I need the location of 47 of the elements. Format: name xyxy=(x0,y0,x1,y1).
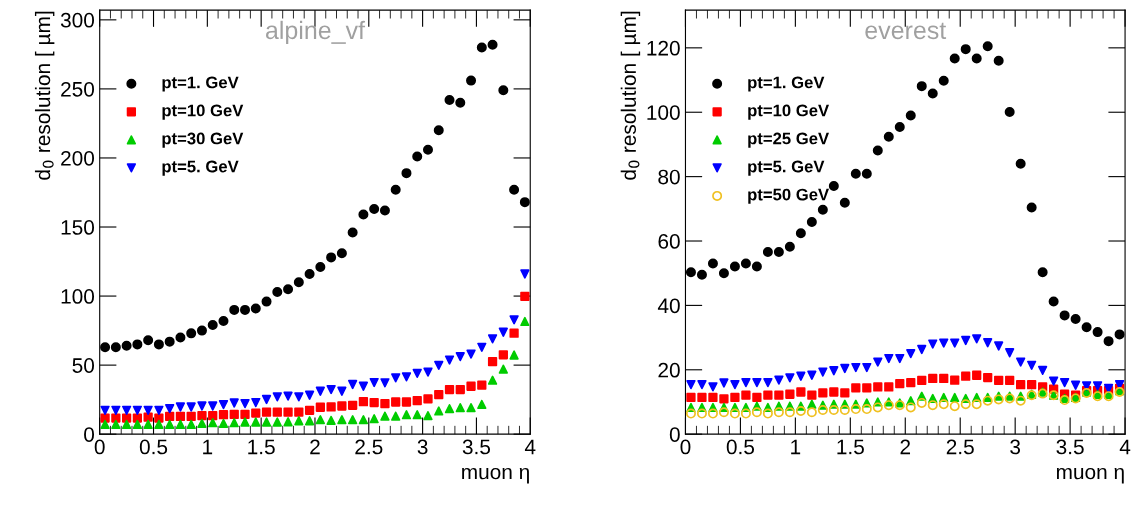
y-tick-label: 300 xyxy=(60,12,95,28)
legend-label: pt=1. GeV xyxy=(748,76,825,92)
y-tick-label: 100 xyxy=(61,289,95,304)
y-axis-title: d$_{0}$ resolution [ µm] xyxy=(620,11,641,180)
x-tick-label: 0.5 xyxy=(726,439,755,455)
x-tick-label: 1.5 xyxy=(248,439,275,455)
legend-label: pt=5. GeV xyxy=(162,160,239,176)
y-tick-label: 120 xyxy=(647,40,680,56)
y-tick-label: 100 xyxy=(647,105,680,120)
legend-label: pt=10 GeV xyxy=(748,104,829,120)
legend-label: pt=50 GeV xyxy=(748,188,829,204)
x-tick-label: 3.5 xyxy=(1056,439,1084,455)
x-axis-title: muon η xyxy=(1056,467,1124,484)
y-tick-label: 200 xyxy=(61,150,95,166)
y-tick-label: 250 xyxy=(61,81,95,97)
chart-title: everest xyxy=(865,22,947,40)
y-tick-label: 80 xyxy=(658,169,680,185)
x-tick-label: 0 xyxy=(680,439,691,455)
x-tick-label: 3.5 xyxy=(462,439,491,455)
y-tick-label: 0 xyxy=(669,427,680,442)
y-tick-label: 40 xyxy=(657,298,680,314)
y-tick-label: 60 xyxy=(658,234,680,249)
x-tick-label: 0.5 xyxy=(139,439,168,455)
x-tick-label: 2 xyxy=(310,439,320,455)
x-tick-label: 3 xyxy=(1010,439,1021,455)
x-tick-label: 4 xyxy=(1119,439,1131,455)
y-axis-title: d$_{0}$ resolution [ µm] xyxy=(34,11,55,180)
x-tick-label: 3 xyxy=(417,439,428,455)
y-tick-label: 50 xyxy=(72,358,95,373)
legend-label: pt=25 GeV xyxy=(748,132,829,148)
legend-label: pt=5. GeV xyxy=(748,160,825,176)
x-tick-label: 1.5 xyxy=(837,439,864,455)
y-tick-label: 0 xyxy=(84,427,95,442)
legend-label: pt=10 GeV xyxy=(162,104,244,120)
x-tick-label: 2 xyxy=(900,439,911,455)
x-tick-label: 2.5 xyxy=(946,439,974,455)
legend-label: pt=30 GeV xyxy=(162,132,244,148)
x-tick-label: 2.5 xyxy=(355,439,383,455)
chart-title: alpine_vf xyxy=(266,20,366,45)
y-tick-label: 150 xyxy=(61,220,95,235)
x-tick-label: 4 xyxy=(524,439,536,455)
x-tick-label: 1 xyxy=(791,439,801,455)
x-tick-label: 0 xyxy=(94,439,105,455)
legend-label: pt=1. GeV xyxy=(162,76,239,92)
y-tick-label: 20 xyxy=(658,362,680,378)
x-axis-title: muon η xyxy=(462,467,529,484)
x-tick-label: 1 xyxy=(203,439,213,455)
